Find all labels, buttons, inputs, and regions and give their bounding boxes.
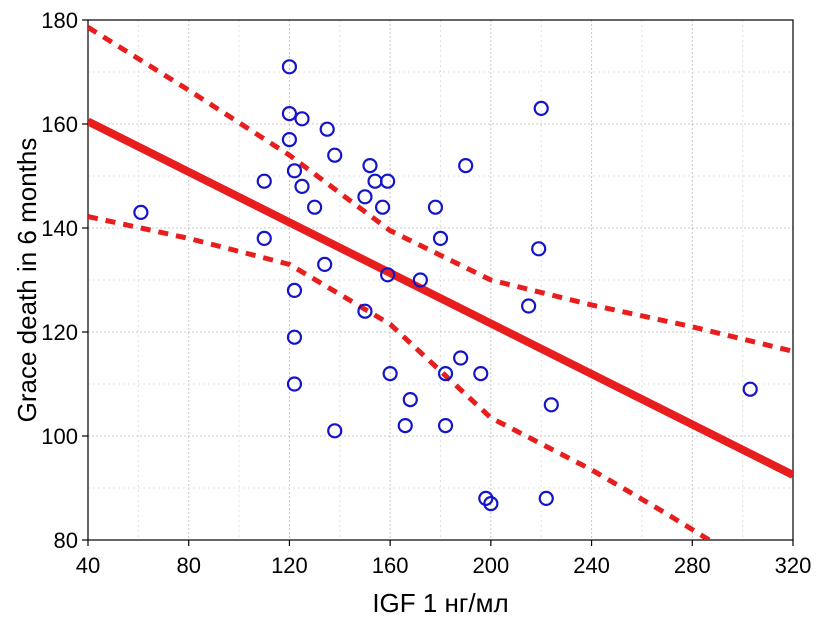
data-point xyxy=(317,256,333,272)
confidence-upper-line xyxy=(88,25,793,354)
x-axis-ticks: 40 80 120 160 200 240 280 320 xyxy=(76,540,812,578)
data-point xyxy=(357,189,373,205)
data-point xyxy=(382,366,398,382)
x-tick-label: 120 xyxy=(271,553,308,578)
data-point xyxy=(483,496,499,512)
data-point xyxy=(432,230,449,246)
x-tick-label: 40 xyxy=(76,553,100,578)
data-point xyxy=(327,147,343,163)
data-point xyxy=(538,490,554,506)
data-point xyxy=(380,267,396,283)
y-tick-label: 80 xyxy=(54,528,78,553)
x-axis-label: IGF 1 нг/мл xyxy=(372,588,508,618)
data-point xyxy=(478,490,494,506)
data-point xyxy=(380,173,396,189)
data-points xyxy=(133,59,758,512)
data-point xyxy=(133,204,149,220)
data-point xyxy=(357,303,373,319)
x-tick-label: 160 xyxy=(372,553,409,578)
data-point xyxy=(374,199,391,215)
data-point xyxy=(533,100,549,117)
x-tick-label: 200 xyxy=(472,553,509,578)
data-point xyxy=(281,59,298,75)
x-tick-label: 80 xyxy=(176,553,200,578)
data-point xyxy=(281,132,298,148)
data-point xyxy=(458,158,474,174)
data-point xyxy=(367,173,383,189)
regression-line xyxy=(88,117,793,479)
confidence-lower-line xyxy=(88,214,714,540)
data-point xyxy=(412,272,428,288)
data-point xyxy=(437,366,454,382)
data-point xyxy=(521,298,537,314)
data-point xyxy=(256,230,272,246)
data-point xyxy=(473,366,489,382)
data-point xyxy=(286,163,303,179)
data-point xyxy=(453,350,469,366)
y-tick-label: 180 xyxy=(41,8,78,33)
data-point xyxy=(531,241,547,257)
grid xyxy=(87,19,794,541)
plot-frame xyxy=(87,19,794,541)
x-tick-label: 240 xyxy=(573,553,610,578)
data-point xyxy=(362,158,378,174)
data-point xyxy=(256,173,272,189)
y-tick-label: 100 xyxy=(41,424,78,449)
data-point xyxy=(286,329,303,345)
y-tick-label: 160 xyxy=(41,112,78,137)
data-point xyxy=(742,381,758,397)
data-point xyxy=(437,418,454,434)
data-point xyxy=(402,392,418,408)
data-point xyxy=(327,423,343,439)
y-axis-label: Grace death in 6 months xyxy=(12,138,42,423)
y-tick-label: 120 xyxy=(41,320,78,345)
data-point xyxy=(294,178,310,194)
x-tick-label: 280 xyxy=(674,553,711,578)
data-point xyxy=(307,199,323,215)
data-point xyxy=(286,282,303,298)
data-point xyxy=(294,111,310,127)
data-point xyxy=(427,199,444,215)
x-tick-label: 320 xyxy=(775,553,812,578)
y-axis-ticks: 80 100 120 140 160 180 xyxy=(41,8,88,553)
data-point xyxy=(286,376,303,392)
data-point xyxy=(397,418,413,434)
y-tick-label: 140 xyxy=(41,216,78,241)
data-point xyxy=(281,105,298,122)
data-point xyxy=(543,397,559,413)
data-point xyxy=(319,121,335,137)
